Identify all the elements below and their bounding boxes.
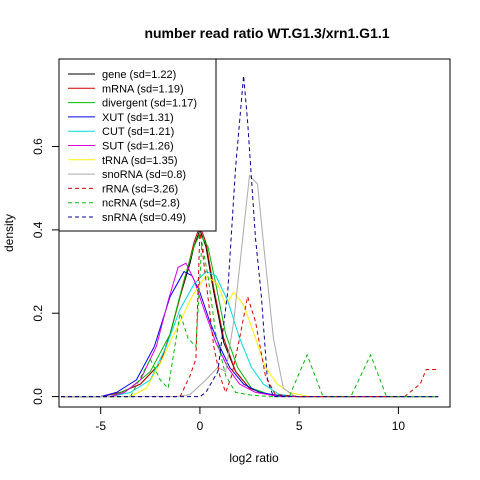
series-line-3 (61, 270, 439, 398)
legend-label-6: tRNA (sd=1.35) (102, 155, 178, 167)
series-line-8 (61, 229, 439, 398)
legend-label-4: CUT (sd=1.21) (102, 126, 174, 138)
legend-label-5: SUT (sd=1.26) (102, 141, 174, 153)
y-axis: 0.0 0.2 0.4 0.6 (31, 138, 60, 405)
series-line-0 (61, 228, 439, 398)
y-tick-label: 0.2 (31, 305, 45, 322)
x-tick-label: -5 (95, 419, 106, 433)
series-line-4 (61, 271, 439, 398)
series-line-6 (61, 274, 439, 398)
x-axis: -5 0 5 10 (95, 406, 406, 433)
x-tick-label: 10 (392, 419, 406, 433)
legend-label-2: divergent (sd=1.17) (102, 98, 197, 110)
y-axis-label: density (2, 214, 16, 252)
legend-label-10: snRNA (sd=0.49) (102, 212, 186, 224)
series-line-9 (61, 242, 439, 398)
x-tick-label: 5 (296, 419, 303, 433)
x-tick-label: 0 (197, 419, 204, 433)
legend: gene (sd=1.22) mRNA (sd=1.19) divergent (s… (58, 58, 217, 232)
x-axis-label: log2 ratio (229, 451, 279, 465)
series-line-7 (61, 174, 439, 398)
y-tick-label: 0.0 (31, 388, 45, 405)
chart-title: number read ratio WT.G1.3/xrn1.G1.1 (144, 25, 389, 41)
legend-label-8: rRNA (sd=3.26) (102, 183, 178, 195)
series-line-10 (61, 75, 439, 398)
legend-label-9: ncRNA (sd=2.8) (102, 198, 180, 210)
y-tick-label: 0.6 (31, 138, 45, 155)
series-line-5 (61, 262, 439, 398)
series-line-1 (61, 224, 439, 398)
legend-label-1: mRNA (sd=1.19) (102, 83, 184, 95)
series-line-2 (61, 232, 439, 398)
legend-label-3: XUT (sd=1.31) (102, 112, 174, 124)
legend-label-0: gene (sd=1.22) (102, 69, 176, 81)
y-tick-label: 0.4 (31, 221, 45, 238)
legend-label-7: snoRNA (sd=0.8) (102, 169, 186, 181)
